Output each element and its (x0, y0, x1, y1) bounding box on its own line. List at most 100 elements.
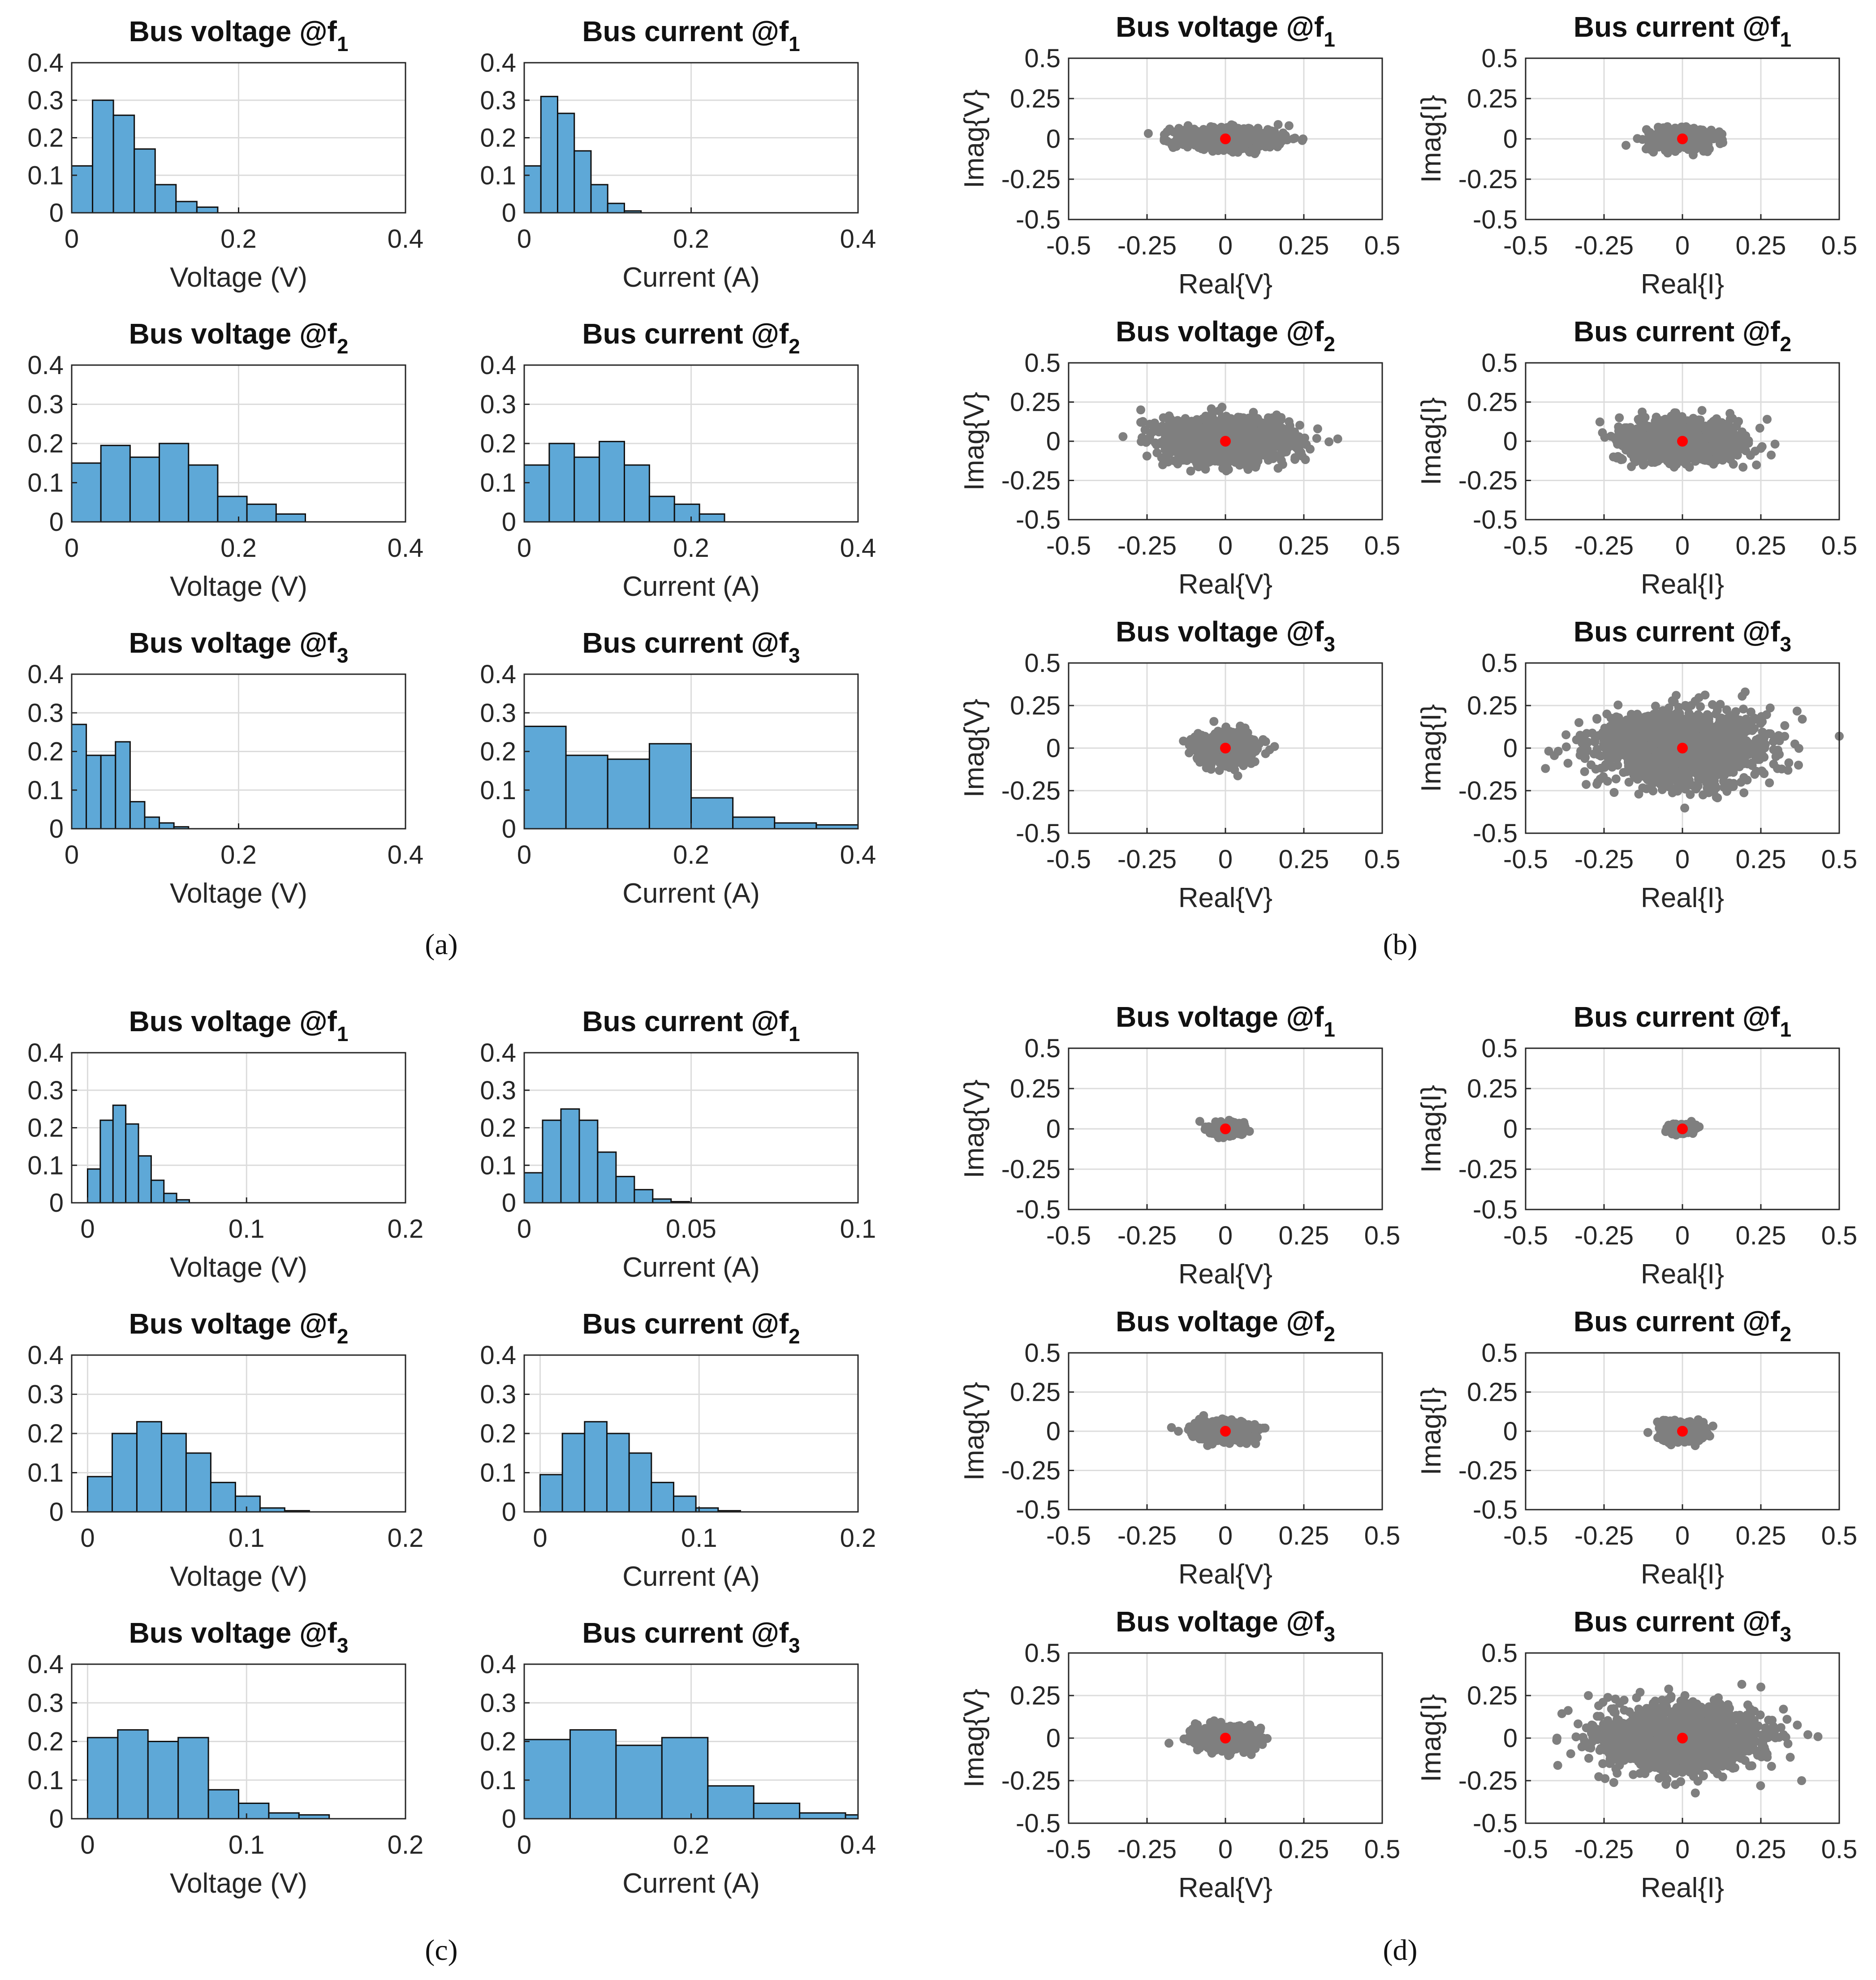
x-tick-label: 0.5 (1821, 231, 1858, 260)
histogram-bar (160, 443, 189, 522)
y-tick-label: 0.5 (1481, 44, 1518, 73)
y-tick-label: -0.5 (1473, 505, 1518, 534)
y-axis-label: Imag{I} (1416, 397, 1447, 485)
histogram-bar (574, 151, 591, 213)
scatter-point (1151, 439, 1160, 448)
histogram-bar (649, 744, 691, 829)
scatter-point (1267, 445, 1276, 454)
scatter-point (1295, 421, 1304, 430)
histogram-bar (733, 817, 775, 829)
x-axis-label: Current (A) (622, 878, 760, 909)
scatter-point (1691, 439, 1699, 448)
histogram-bar (599, 442, 625, 522)
scatter-point (1252, 147, 1261, 156)
chart-title: Bus current @f2 (582, 318, 800, 358)
y-tick-label: -0.25 (1458, 466, 1518, 495)
scatter-point (1665, 441, 1674, 450)
chart-title-text: Bus current @f (1574, 11, 1780, 43)
y-tick-label: 0.4 (480, 660, 516, 689)
scatter-point (1195, 433, 1204, 442)
scatter-point (1186, 467, 1195, 476)
x-axis-label: Voltage (V) (170, 571, 307, 602)
y-tick-label: 0.1 (27, 776, 64, 805)
scatter-point (1600, 433, 1609, 442)
scatter-point (1259, 133, 1268, 142)
chart-title-text: Bus voltage @f (1116, 315, 1324, 348)
scatter-point (1645, 128, 1654, 137)
scatter-point (1615, 413, 1624, 422)
x-axis-label: Voltage (V) (170, 878, 307, 909)
x-tick-label: -0.25 (1117, 531, 1177, 560)
scatter-point (1158, 461, 1167, 469)
x-tick-label: 0 (65, 224, 79, 254)
scatter-point (1159, 413, 1168, 422)
scatter-point (1728, 414, 1737, 423)
scatter-point (1182, 418, 1190, 427)
x-tick-label: 0 (517, 840, 531, 869)
scatter-point (1652, 136, 1660, 145)
x-tick-label: 0.25 (1279, 231, 1329, 260)
histogram-bar (189, 465, 218, 522)
x-tick-label: 0 (1218, 531, 1233, 560)
y-axis-label: Imag{V} (959, 90, 990, 189)
scatter-point (1209, 717, 1218, 726)
scatter-point (1289, 134, 1298, 143)
x-tick-label: 0 (1675, 531, 1690, 560)
scatter-point (1725, 445, 1734, 454)
scatter-point (1158, 422, 1167, 430)
scatter-point (1324, 437, 1333, 446)
scatter-point (1285, 121, 1294, 130)
x-tick-label: 0.4 (388, 224, 424, 254)
histogram-bar (160, 823, 174, 829)
y-tick-label: 0.4 (27, 351, 64, 380)
histogram-bar (608, 759, 649, 829)
histogram-bar (101, 755, 116, 829)
y-tick-label: -0.25 (1001, 165, 1061, 194)
histogram-bar (566, 755, 608, 829)
scatter-point (1194, 462, 1203, 471)
chart-title-subscript: 2 (1780, 332, 1792, 356)
histogram-bar (591, 185, 608, 213)
x-tick-label: 0.2 (220, 840, 257, 869)
scatter-point (1658, 426, 1667, 435)
x-tick-label: 0 (65, 534, 79, 563)
scatter-point (1277, 456, 1286, 465)
y-tick-label: 0.3 (480, 86, 516, 115)
histogram-bar (155, 185, 176, 213)
scatter-point (1173, 436, 1182, 445)
scatter-point (1190, 135, 1199, 144)
histogram-bar (116, 742, 130, 829)
chart-title-subscript: 2 (789, 335, 800, 358)
scatter-point (1168, 141, 1177, 150)
histogram-bar (541, 96, 557, 213)
scatter-point (1313, 424, 1322, 433)
scatter-point (1643, 142, 1652, 151)
histogram-bar (101, 445, 130, 522)
scatter-point (1715, 455, 1724, 464)
histogram-bar (130, 802, 145, 829)
scatter-point (1193, 455, 1202, 464)
histogram-bar (276, 514, 305, 522)
scatter-point (1705, 144, 1714, 153)
x-tick-label: 0.25 (1279, 531, 1329, 560)
centroid-marker (1220, 133, 1231, 144)
scatter-point (1198, 127, 1207, 136)
y-tick-label: 0.2 (27, 124, 64, 153)
scatter-point (1738, 463, 1747, 472)
scatter-point (1293, 436, 1302, 445)
histogram-bar (86, 755, 101, 829)
chart-title-subscript: 3 (789, 644, 800, 667)
scatter-point (1698, 452, 1707, 461)
chart-title-subscript: 2 (337, 335, 349, 358)
scatter-point (1270, 134, 1279, 143)
chart-title-text: Bus current @f (582, 627, 789, 659)
scatter-point (1295, 446, 1304, 455)
scatter-point (1298, 136, 1307, 145)
scatter-point (1609, 452, 1618, 461)
y-tick-label: 0.5 (1024, 44, 1061, 73)
